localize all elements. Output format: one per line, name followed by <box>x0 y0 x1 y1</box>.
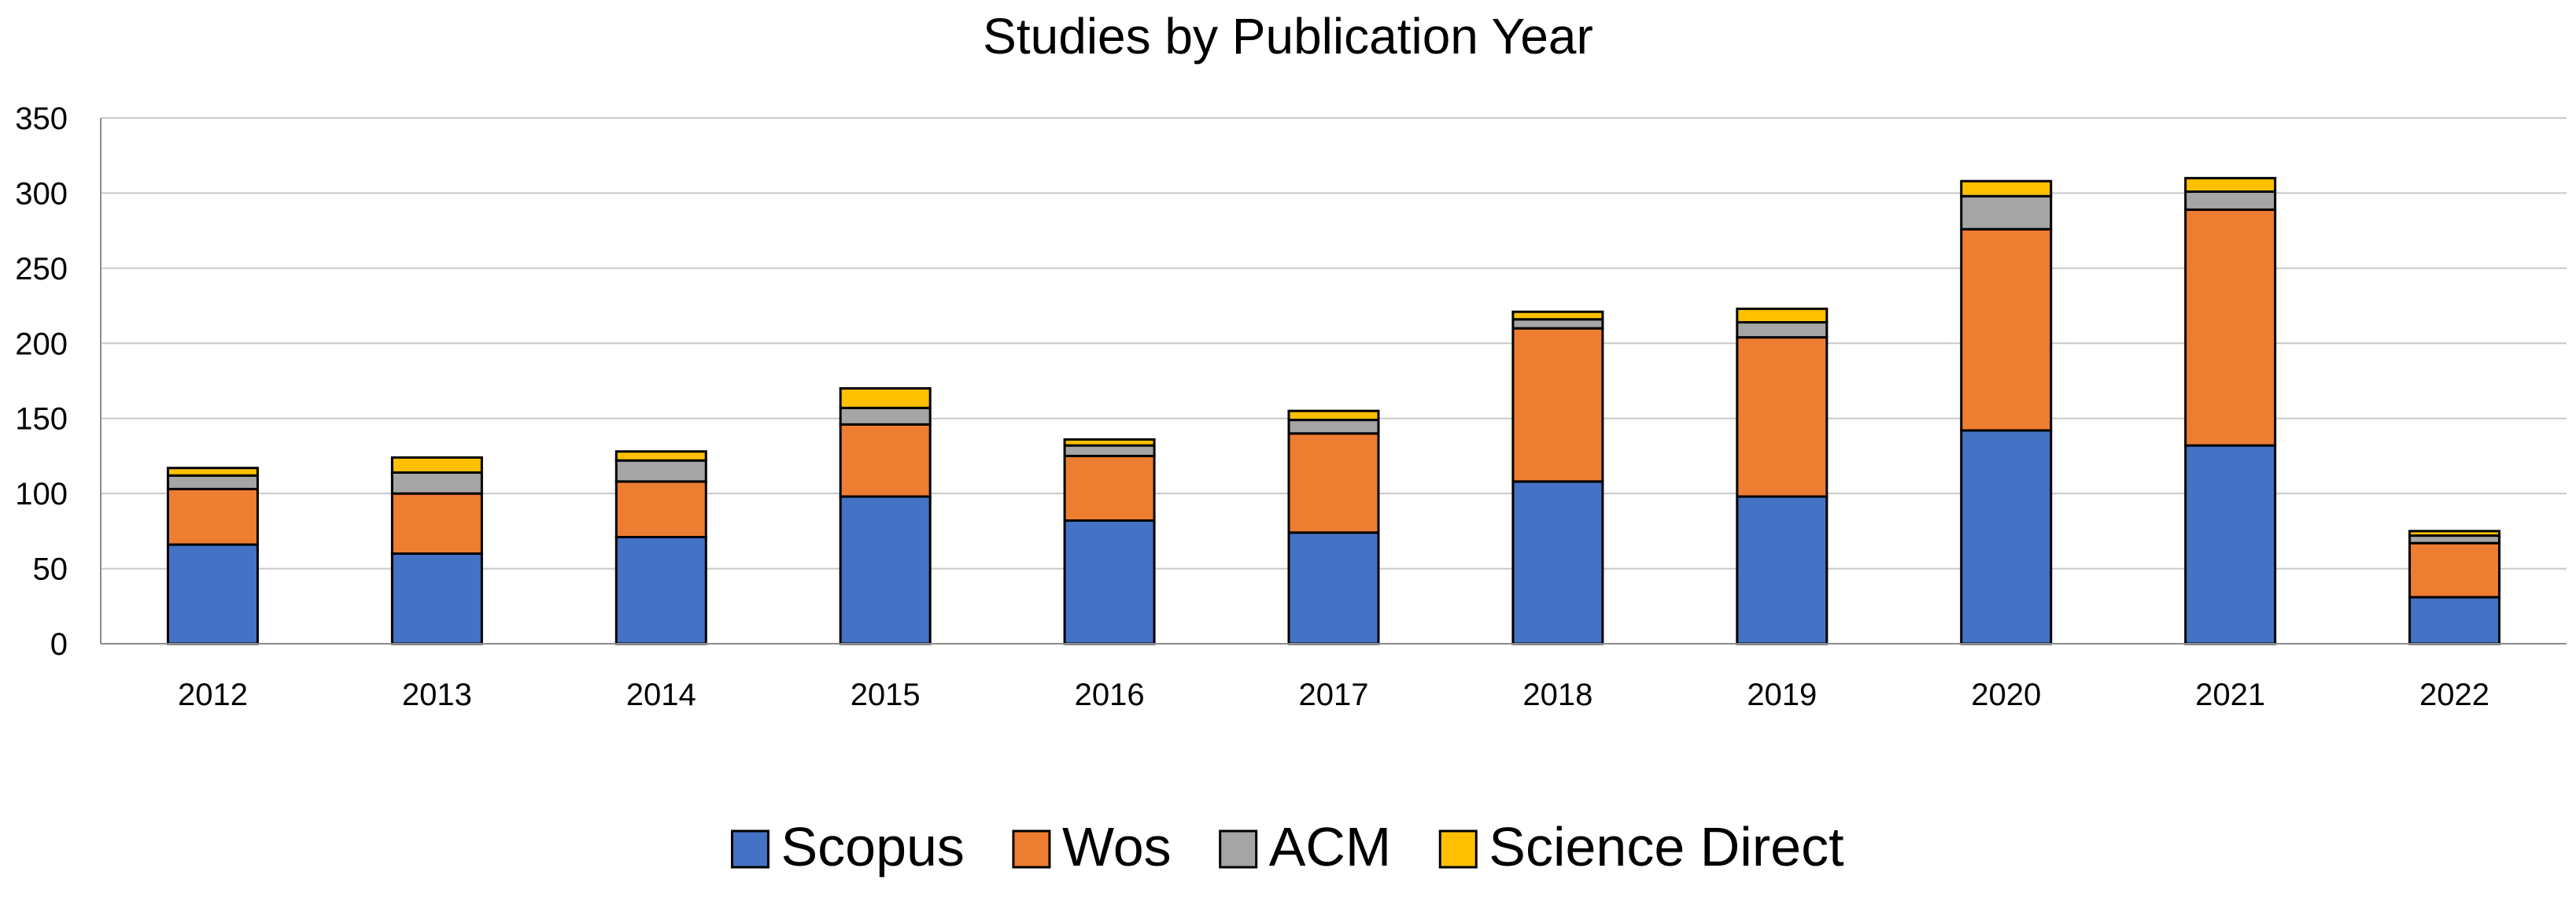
y-tick-label: 50 <box>33 552 68 587</box>
x-tick-label: 2015 <box>851 678 921 712</box>
legend: Scopus Wos ACM Science Direct <box>730 816 1844 877</box>
x-tick-label: 2022 <box>2419 678 2489 712</box>
bar-segment-science-direct <box>614 450 707 462</box>
bar-segment-acm <box>166 474 259 490</box>
bar-segment-wos <box>839 423 932 498</box>
bar-segment-wos <box>1960 227 2053 432</box>
legend-swatch <box>1438 829 1478 869</box>
bar-segment-scopus <box>2184 444 2277 645</box>
bar-segment-science-direct <box>390 456 483 474</box>
bar-segment-scopus <box>1287 531 1380 645</box>
bar-segment-scopus <box>839 495 932 645</box>
legend-label: ACM <box>1269 816 1392 877</box>
legend-swatch <box>1012 829 1051 869</box>
y-tick-label: 150 <box>15 402 68 437</box>
legend-swatch <box>730 829 769 869</box>
legend-item: Scopus <box>730 816 965 877</box>
bar-segment-science-direct <box>1063 438 1156 447</box>
bar-segment-acm <box>1511 318 1604 330</box>
bar-segment-acm <box>1736 321 1829 339</box>
x-tick-label: 2020 <box>1971 678 2041 712</box>
legend-label: Wos <box>1062 816 1172 877</box>
bar-segment-scopus <box>1063 519 1156 645</box>
y-tick-label: 300 <box>15 176 68 211</box>
bar-segment-scopus <box>1736 495 1829 645</box>
x-tick-label: 2016 <box>1075 678 1145 712</box>
bar-segment-wos <box>1511 327 1604 483</box>
x-tick-label: 2012 <box>178 678 248 712</box>
bar-segment-wos <box>1736 336 1829 498</box>
y-tick-label: 0 <box>50 627 68 662</box>
bar-segment-scopus <box>2408 596 2501 645</box>
bar-segment-scopus <box>1511 480 1604 645</box>
legend-item: Science Direct <box>1438 816 1844 877</box>
bar-segment-wos <box>614 480 707 538</box>
bar-segment-science-direct <box>2408 530 2501 537</box>
bar-segment-science-direct <box>1736 307 1829 324</box>
bar-segment-science-direct <box>1960 179 2053 198</box>
bar-segment-science-direct <box>839 387 932 409</box>
bar-segment-wos <box>1287 432 1380 534</box>
bar-segment-acm <box>1063 444 1156 457</box>
bars <box>166 176 2501 645</box>
bar-segment-wos <box>390 492 483 555</box>
bar-segment-acm <box>1960 194 2053 231</box>
x-tick-label: 2014 <box>626 678 696 712</box>
x-tick-label: 2019 <box>1747 678 1817 712</box>
y-tick-label: 200 <box>15 327 68 361</box>
bar-segment-acm <box>614 459 707 483</box>
bar-segment-scopus <box>166 543 259 645</box>
bar-segment-acm <box>2184 190 2277 211</box>
legend-swatch <box>1219 829 1258 869</box>
bar-segment-acm <box>839 406 932 426</box>
bar-segment-science-direct <box>1511 310 1604 321</box>
bar-segment-wos <box>2408 541 2501 599</box>
bar-segment-acm <box>1287 419 1380 435</box>
x-tick-label: 2018 <box>1522 678 1592 712</box>
bar-segment-science-direct <box>2184 176 2277 194</box>
legend-item: ACM <box>1219 816 1392 877</box>
legend-item: Wos <box>1012 816 1172 877</box>
bar-segment-wos <box>2184 208 2277 447</box>
bar-segment-scopus <box>614 535 707 645</box>
bar-segment-science-direct <box>166 467 259 477</box>
bar-segment-acm <box>390 471 483 495</box>
x-tick-label: 2017 <box>1299 678 1369 712</box>
x-tick-label: 2021 <box>2195 678 2265 712</box>
x-tick-label: 2013 <box>402 678 472 712</box>
y-tick-label: 250 <box>15 252 68 286</box>
legend-label: Science Direct <box>1489 816 1843 877</box>
bar-segment-wos <box>1063 454 1156 522</box>
chart-title: Studies by Publication Year <box>983 8 1593 65</box>
bar-segment-scopus <box>1960 429 2053 645</box>
bar-segment-scopus <box>390 552 483 645</box>
y-tick-label: 350 <box>15 102 68 136</box>
y-tick-label: 100 <box>15 477 68 512</box>
bar-segment-science-direct <box>1287 409 1380 422</box>
bar-segment-wos <box>166 487 259 546</box>
legend-label: Scopus <box>781 816 964 877</box>
axes: 0 50 100 150 200 250 300 350 2012 2013 2014 2015 201… <box>15 102 2567 712</box>
